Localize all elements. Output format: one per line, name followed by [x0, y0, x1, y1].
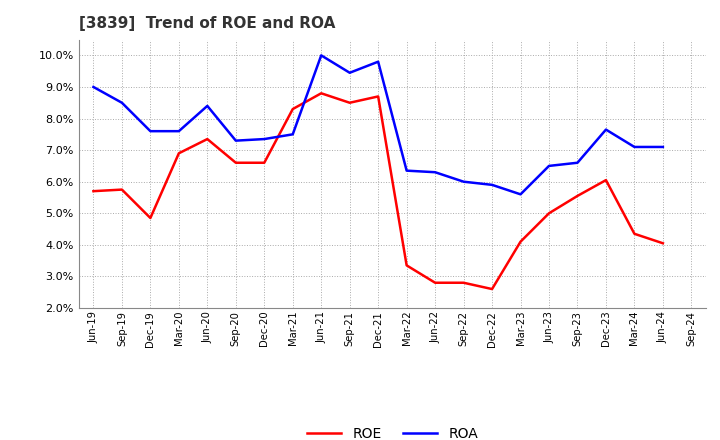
- Line: ROA: ROA: [94, 55, 663, 194]
- ROA: [630, 144, 639, 150]
- ROA: [203, 103, 212, 109]
- ROA: [146, 128, 155, 134]
- ROA: [402, 168, 411, 173]
- ROA: [516, 192, 525, 197]
- ROE: [174, 150, 183, 156]
- ROE: [659, 241, 667, 246]
- ROA: [573, 160, 582, 165]
- ROA: [659, 144, 667, 150]
- ROA: [545, 163, 554, 169]
- ROE: [402, 263, 411, 268]
- ROE: [431, 280, 439, 286]
- ROE: [232, 160, 240, 165]
- ROE: [317, 91, 325, 96]
- ROA: [174, 128, 183, 134]
- Line: ROE: ROE: [94, 93, 663, 289]
- Legend: ROE, ROA: ROE, ROA: [307, 427, 478, 440]
- ROE: [117, 187, 126, 192]
- ROE: [630, 231, 639, 236]
- ROE: [516, 239, 525, 244]
- ROE: [289, 106, 297, 112]
- ROE: [260, 160, 269, 165]
- ROE: [146, 215, 155, 220]
- ROE: [459, 280, 468, 286]
- ROA: [89, 84, 98, 90]
- ROA: [431, 169, 439, 175]
- ROE: [374, 94, 382, 99]
- Text: [3839]  Trend of ROE and ROA: [3839] Trend of ROE and ROA: [79, 16, 336, 32]
- ROE: [573, 193, 582, 198]
- ROA: [374, 59, 382, 64]
- ROE: [487, 286, 496, 292]
- ROE: [346, 100, 354, 106]
- ROE: [545, 211, 554, 216]
- ROA: [346, 70, 354, 75]
- ROE: [89, 188, 98, 194]
- ROA: [260, 136, 269, 142]
- ROA: [117, 100, 126, 106]
- ROA: [289, 132, 297, 137]
- ROA: [232, 138, 240, 143]
- ROA: [317, 53, 325, 58]
- ROE: [602, 177, 611, 183]
- ROA: [602, 127, 611, 132]
- ROA: [487, 182, 496, 187]
- ROA: [459, 179, 468, 184]
- ROE: [203, 136, 212, 142]
